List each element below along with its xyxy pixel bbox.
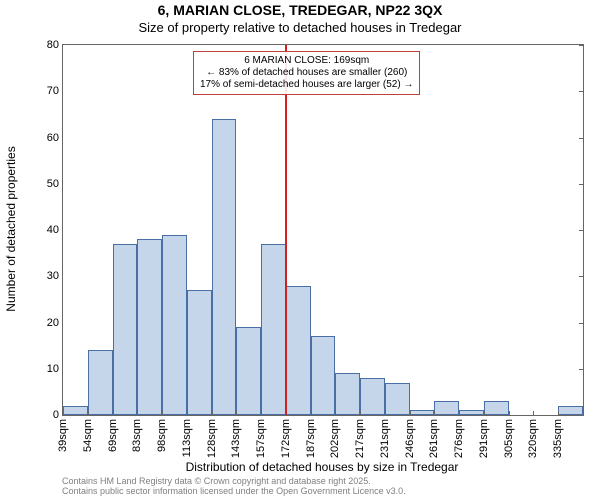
x-tick-label: 261sqm — [428, 419, 440, 458]
x-tick-mark — [360, 411, 361, 416]
x-tick-label: 113sqm — [181, 419, 193, 457]
histogram-bar — [63, 406, 88, 415]
x-tick-label: 157sqm — [255, 419, 267, 458]
x-tick-mark — [385, 411, 386, 416]
x-tick-mark — [162, 411, 163, 416]
annotation-line-1: 6 MARIAN CLOSE: 169sqm — [200, 55, 413, 67]
x-tick-mark — [434, 411, 435, 416]
x-tick-label: 335sqm — [552, 419, 564, 458]
histogram-bar — [236, 327, 261, 415]
attribution-line-2: Contains public sector information licen… — [62, 486, 582, 496]
x-tick-mark — [335, 411, 336, 416]
attribution-text: Contains HM Land Registry data © Crown c… — [62, 476, 582, 497]
y-tick-label: 20 — [29, 317, 63, 329]
histogram-bar — [162, 235, 187, 415]
x-tick-mark — [484, 411, 485, 416]
attribution-line-1: Contains HM Land Registry data © Crown c… — [62, 476, 582, 486]
y-tick-label: 80 — [29, 39, 63, 51]
x-tick-mark — [311, 411, 312, 416]
x-axis-label: Distribution of detached houses by size … — [62, 460, 582, 474]
histogram-bar — [335, 373, 360, 415]
x-tick-mark — [63, 411, 64, 416]
x-tick-mark — [410, 411, 411, 416]
y-tick-mark — [579, 276, 584, 277]
chart-title: 6, MARIAN CLOSE, TREDEGAR, NP22 3QX — [0, 2, 600, 18]
histogram-bar — [459, 410, 484, 415]
histogram-bar — [137, 239, 162, 415]
x-tick-mark — [187, 411, 188, 416]
y-tick-mark — [579, 184, 584, 185]
x-tick-mark — [137, 411, 138, 416]
y-tick-label: 70 — [29, 85, 63, 97]
x-tick-mark — [113, 411, 114, 416]
x-tick-label: 83sqm — [131, 419, 143, 452]
histogram-bar — [88, 350, 113, 415]
histogram-bar — [484, 401, 509, 415]
x-tick-label: 217sqm — [354, 419, 366, 458]
y-axis-label: Number of detached properties — [4, 44, 18, 414]
x-tick-label: 172sqm — [280, 419, 292, 458]
histogram-bar — [187, 290, 212, 415]
y-tick-mark — [579, 369, 584, 370]
y-tick-label: 10 — [29, 363, 63, 375]
y-tick-mark — [579, 230, 584, 231]
annotation-line-2: ← 83% of detached houses are smaller (26… — [200, 67, 413, 79]
x-tick-label: 69sqm — [107, 419, 119, 452]
x-tick-mark — [459, 411, 460, 416]
y-tick-mark — [579, 91, 584, 92]
x-tick-label: 98sqm — [156, 419, 168, 452]
histogram-bar — [360, 378, 385, 415]
x-tick-label: 143sqm — [230, 419, 242, 458]
x-tick-mark — [261, 411, 262, 416]
x-tick-mark — [558, 411, 559, 416]
x-tick-mark — [212, 411, 213, 416]
x-tick-mark — [88, 411, 89, 416]
annotation-line-3: 17% of semi-detached houses are larger (… — [200, 79, 413, 91]
reference-line — [285, 45, 287, 415]
x-tick-label: 291sqm — [478, 419, 490, 458]
y-tick-mark — [579, 323, 584, 324]
x-tick-label: 202sqm — [329, 419, 341, 458]
y-tick-label: 50 — [29, 178, 63, 190]
x-tick-label: 39sqm — [57, 419, 69, 452]
histogram-bar — [261, 244, 286, 415]
y-tick-label: 30 — [29, 270, 63, 282]
histogram-bar — [410, 410, 435, 415]
y-tick-label: 60 — [29, 132, 63, 144]
histogram-bar — [385, 383, 410, 415]
x-tick-label: 128sqm — [206, 419, 218, 458]
histogram-bar — [558, 406, 583, 415]
histogram-bar — [311, 336, 336, 415]
x-tick-label: 246sqm — [404, 419, 416, 458]
x-tick-mark — [509, 411, 510, 416]
plot-area: 0102030405060708039sqm54sqm69sqm83sqm98s… — [62, 44, 584, 416]
y-tick-mark — [579, 138, 584, 139]
x-tick-label: 231sqm — [379, 419, 391, 458]
x-tick-label: 187sqm — [305, 419, 317, 458]
x-tick-label: 305sqm — [503, 419, 515, 458]
x-tick-mark — [533, 411, 534, 416]
x-tick-mark — [236, 411, 237, 416]
histogram-bar — [286, 286, 311, 416]
histogram-bar — [434, 401, 459, 415]
x-tick-label: 54sqm — [82, 419, 94, 452]
histogram-bar — [212, 119, 237, 415]
y-tick-mark — [579, 45, 584, 46]
histogram-bar — [113, 244, 138, 415]
x-tick-label: 320sqm — [527, 419, 539, 458]
annotation-box: 6 MARIAN CLOSE: 169sqm← 83% of detached … — [193, 51, 420, 95]
chart-subtitle: Size of property relative to detached ho… — [0, 20, 600, 35]
y-tick-mark — [579, 415, 584, 416]
y-tick-label: 40 — [29, 224, 63, 236]
x-tick-label: 276sqm — [453, 419, 465, 458]
